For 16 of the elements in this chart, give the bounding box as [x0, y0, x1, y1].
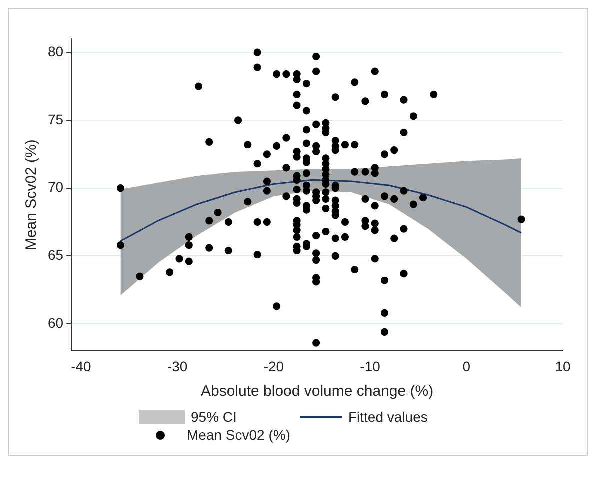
y-tick-label: 65 — [48, 247, 64, 264]
y-tick-label: 80 — [48, 43, 64, 60]
x-tick-label: -30 — [167, 358, 188, 374]
y-axis-title: Mean Scv02 (%) — [23, 140, 40, 251]
x-tick-label: -20 — [264, 358, 284, 374]
legend-label: Fitted values — [348, 409, 428, 425]
y-tick-label: 70 — [48, 179, 64, 196]
y-tick-label: 75 — [48, 111, 64, 128]
x-tick-label: 0 — [462, 358, 471, 374]
x-tick-label: -40 — [71, 358, 92, 374]
x-axis-title: Absolute blood volume change (%) — [200, 383, 434, 400]
legend-label: Mean Scv02 (%) — [187, 427, 290, 443]
text: 95% CI — [191, 409, 237, 425]
y-tick-label: 60 — [48, 314, 64, 331]
x-tick-label: 10 — [555, 358, 571, 374]
x-tick-label: -10 — [360, 358, 381, 374]
